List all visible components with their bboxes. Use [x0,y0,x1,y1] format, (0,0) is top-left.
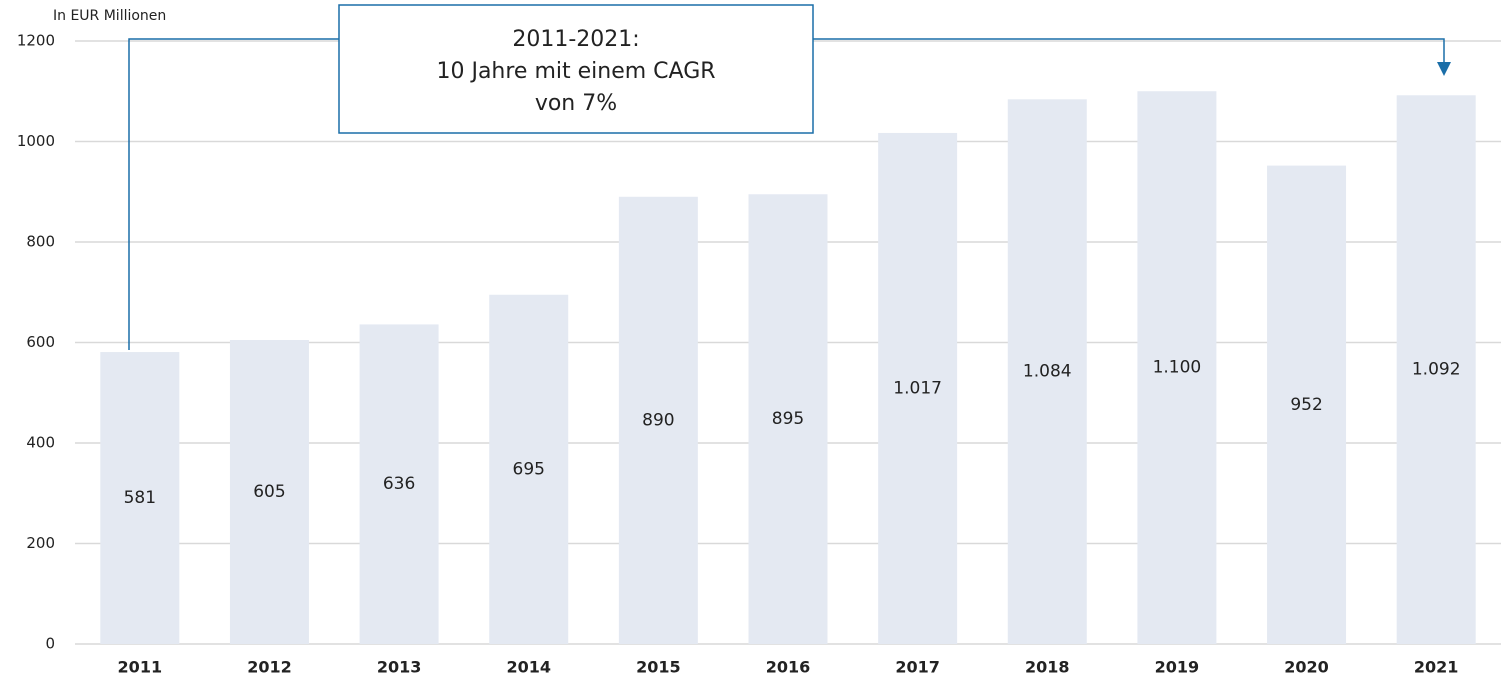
value-label: 605 [253,482,285,502]
bar [618,196,698,644]
x-tick-label: 2021 [1414,658,1459,677]
annotation-line: 2011-2021: [512,27,639,52]
x-tick-label: 2012 [247,658,292,677]
unit-label: In EUR Millionen [53,8,166,24]
y-tick-label: 600 [26,333,55,351]
value-label: 695 [513,459,545,479]
x-tick-label: 2016 [766,658,811,677]
value-label: 1.092 [1412,360,1461,380]
x-tick-label: 2011 [118,658,163,677]
value-label: 952 [1290,395,1322,415]
value-label: 890 [642,410,674,430]
bar [1137,91,1217,644]
x-tick-label: 2020 [1284,658,1329,677]
annotation-box [338,4,814,134]
value-label: 1.017 [893,378,942,398]
annotation-line: von 7% [535,91,617,116]
y-tick-label: 1200 [17,32,55,50]
x-tick-label: 2018 [1025,658,1070,677]
x-tick-label: 2017 [895,658,940,677]
y-tick-label: 800 [26,233,55,251]
bar [748,194,828,644]
bar [878,132,958,644]
bar [100,352,180,644]
connector [128,38,339,350]
value-label: 895 [772,409,804,429]
value-label: 1.084 [1023,362,1072,382]
y-tick-label: 200 [26,534,55,552]
bar [229,339,309,644]
y-tick-label: 1000 [17,132,55,150]
x-tick-label: 2019 [1155,658,1200,677]
x-tick-label: 2013 [377,658,422,677]
y-tick-label: 400 [26,434,55,452]
value-label: 1.100 [1153,358,1202,378]
connector [813,38,1445,66]
value-label: 636 [383,474,415,494]
y-tick-label: 0 [45,635,55,653]
x-tick-label: 2014 [506,658,551,677]
annotation-line: 10 Jahre mit einem CAGR [436,59,715,84]
bars: 0 200 400 600 800 1000 1200 2011 581 2012 605 2013 6… [17,32,1501,677]
bar [1267,165,1347,644]
arrow-head [1437,62,1451,76]
bar [489,294,569,644]
x-tick-label: 2015 [636,658,681,677]
bar [1396,95,1476,644]
bar [359,324,439,644]
bar [1007,99,1087,645]
value-label: 581 [124,488,156,508]
